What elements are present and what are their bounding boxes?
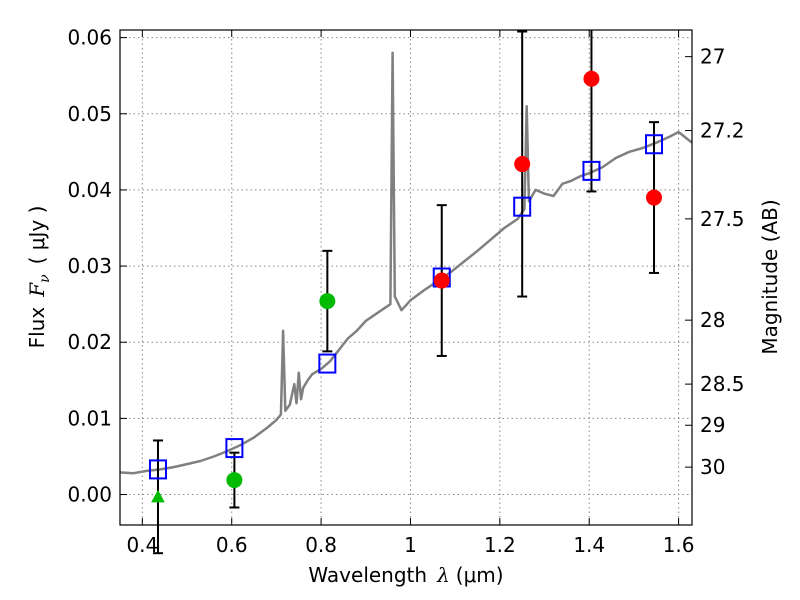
x-tick-label: 0.6 <box>216 533 248 557</box>
y-tick-label: 0.06 <box>67 26 112 50</box>
y2-tick-label: 30 <box>700 455 725 479</box>
observed-points-layer <box>151 70 663 503</box>
spectrum-layer <box>120 51 692 475</box>
model-points-layer <box>148 134 664 480</box>
y-axis-label-unit: ( μJy ) <box>25 206 49 265</box>
y2-ticks: 27 27.2 27.5 28 28.5 29 30 <box>685 45 745 479</box>
x-axis-label-var: λ <box>436 563 450 587</box>
model-point <box>513 196 532 217</box>
y2-tick-label: 29 <box>700 413 725 437</box>
x-tick-label: 1 <box>404 533 417 557</box>
x-tick-label: 1.4 <box>573 533 605 557</box>
y-tick-label: 0.03 <box>67 254 112 278</box>
y-tick-label: 0.01 <box>67 406 112 430</box>
y2-tick-label: 27.5 <box>700 207 745 231</box>
y-axis-label-text: Flux <box>25 307 49 349</box>
y-tick-label: 0.02 <box>67 330 112 354</box>
observed-point <box>583 70 600 87</box>
y-tick-label: 0.04 <box>67 178 112 202</box>
observed-point <box>319 293 336 310</box>
model-point <box>318 353 337 374</box>
observed-point-upper-limit <box>151 489 165 503</box>
x-axis-label-text: Wavelength <box>308 563 427 587</box>
y-tick-label: 0.05 <box>67 102 112 126</box>
observed-point <box>226 472 243 489</box>
x-tick-label: 0.4 <box>126 533 158 557</box>
plot-frame <box>119 29 693 526</box>
x-axis-label-unit: (μm) <box>456 563 504 587</box>
y-tick-label: 0.00 <box>67 483 112 507</box>
x-tick-label: 0.8 <box>305 533 337 557</box>
model-point <box>582 160 601 181</box>
y2-tick-label: 28.5 <box>700 372 745 396</box>
y-axis-label-sub: ν <box>37 274 53 283</box>
observed-point <box>514 156 531 173</box>
model-point <box>148 459 167 480</box>
observed-point <box>433 272 450 289</box>
x-ticks: 0.4 0.6 0.8 1 1.2 1.4 1.6 <box>126 30 695 557</box>
x-axis-label: Wavelength λ (μm) <box>308 563 503 587</box>
y2-tick-label: 27 <box>700 45 725 69</box>
spectrum-line <box>120 51 692 475</box>
x-tick-label: 1.6 <box>663 533 695 557</box>
y-ticks: 0.00 0.01 0.02 0.03 0.04 0.05 0.06 <box>67 26 127 507</box>
y-axis-label-var: F <box>25 282 49 298</box>
x-tick-label: 1.2 <box>484 533 516 557</box>
observed-point <box>646 189 663 206</box>
y2-axis-label: Magnitude (AB) <box>758 199 782 354</box>
y-axis-label: Flux Fν ( μJy ) <box>25 206 53 349</box>
y2-tick-label: 28 <box>700 308 725 332</box>
model-point <box>645 134 664 155</box>
grid-lines <box>120 30 692 525</box>
model-point <box>225 438 244 459</box>
y2-tick-label: 27.2 <box>700 119 745 143</box>
